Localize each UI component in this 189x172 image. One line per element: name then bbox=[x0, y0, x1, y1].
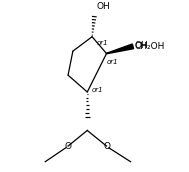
Text: O: O bbox=[65, 142, 72, 151]
Text: O: O bbox=[103, 142, 110, 151]
Text: CH₂OH: CH₂OH bbox=[134, 42, 165, 51]
Text: or1: or1 bbox=[97, 40, 108, 46]
Text: or1: or1 bbox=[92, 87, 104, 93]
Polygon shape bbox=[106, 44, 134, 54]
Text: OH: OH bbox=[135, 41, 149, 50]
Text: or1: or1 bbox=[107, 59, 118, 65]
Text: OH: OH bbox=[97, 2, 111, 12]
